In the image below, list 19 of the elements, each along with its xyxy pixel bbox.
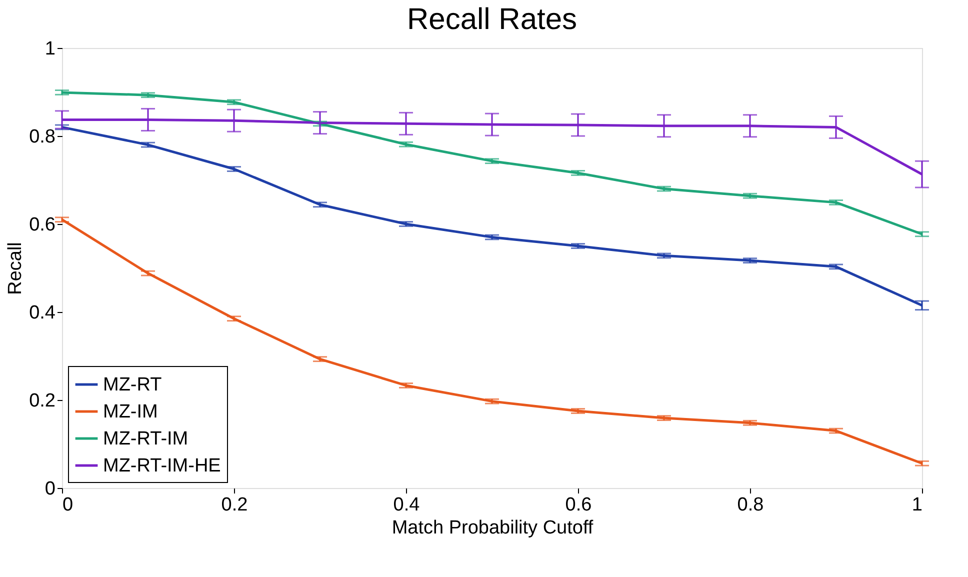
- y-tick-label: 0.6: [29, 214, 56, 236]
- y-tick-label: 1: [44, 38, 56, 60]
- legend-label: MZ-IM: [103, 402, 158, 422]
- x-tick-label: 1: [912, 494, 922, 516]
- y-tick-label: 0.2: [29, 390, 56, 412]
- x-axis-title: Match Probability Cutoff: [392, 518, 594, 538]
- x-tick-label: 0.6: [565, 494, 592, 516]
- x-tick-label: 0: [62, 494, 74, 516]
- y-tick-label: 0: [44, 478, 56, 500]
- chart-title: Recall Rates: [406, 3, 578, 36]
- x-tick-label: 0.2: [221, 494, 248, 516]
- x-tick-label: 0.8: [737, 494, 764, 516]
- legend-label: MZ-RT-IM-HE: [103, 456, 221, 476]
- legend-label: MZ-RT: [103, 374, 162, 396]
- y-tick-label: 0.4: [29, 302, 56, 324]
- y-tick-label: 0.8: [29, 126, 56, 148]
- x-tick-label: 0.4: [393, 494, 420, 516]
- legend-label: MZ-RT-IM: [103, 428, 188, 450]
- y-axis-title: Recall: [5, 242, 26, 295]
